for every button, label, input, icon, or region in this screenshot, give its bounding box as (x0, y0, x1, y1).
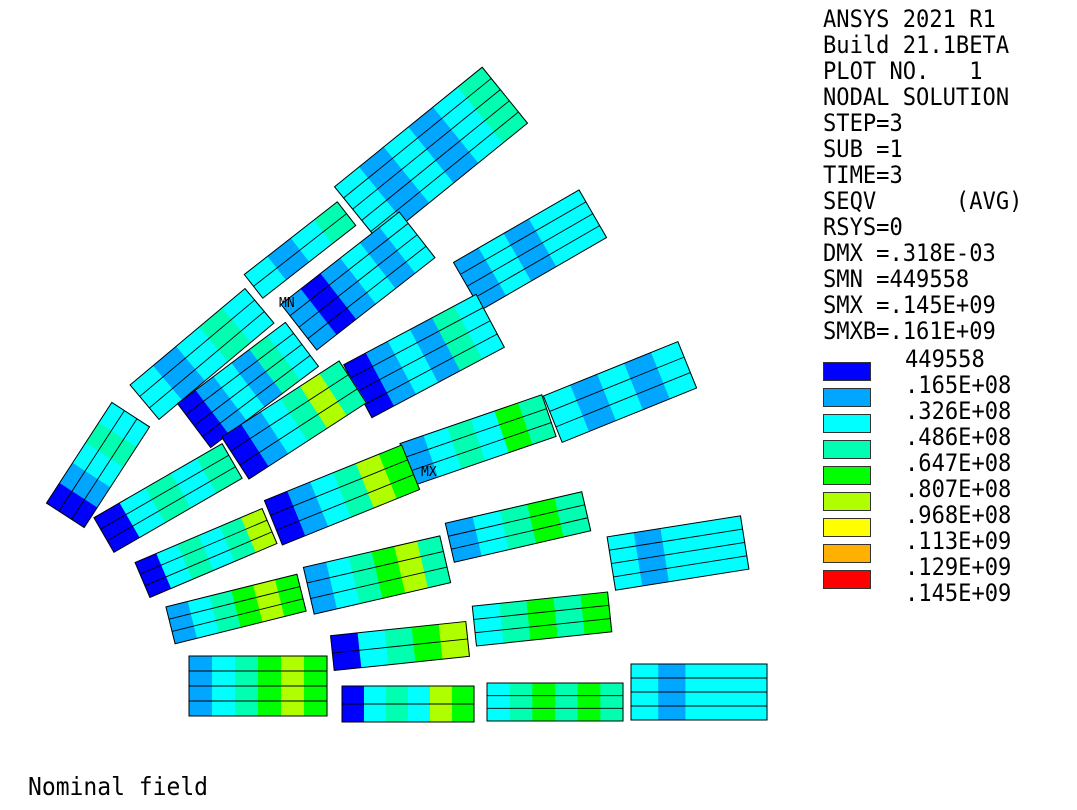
info-line: Build 21.1BETA (823, 31, 1010, 59)
plot-subtitle: Nominal field (28, 772, 209, 801)
coil-block (444, 491, 592, 563)
legend-row: .113E+09 (823, 527, 1063, 563)
legend-value: .165E+08 (905, 371, 1012, 399)
coil-block (333, 66, 529, 244)
info-line: TIME=3 (823, 161, 903, 189)
legend-row: .647E+08 (823, 449, 1063, 485)
coil-block (280, 211, 436, 351)
legend-value: .145E+09 (905, 579, 1012, 607)
coil-block (302, 535, 452, 615)
legend-swatch (823, 492, 871, 511)
legend-row: 449558 (823, 345, 1063, 381)
legend-value: .968E+08 (905, 501, 1012, 529)
legend-row: .486E+08 (823, 423, 1063, 459)
plot-info-panel: ANSYS 2021 R1 Build 21.1BETA PLOT NO. 1 NOD… (823, 6, 1040, 344)
info-line: SMX =.145E+09 (823, 291, 996, 319)
coil-block (243, 201, 357, 299)
legend-value: .807E+08 (905, 475, 1012, 503)
coil-block (542, 341, 698, 443)
legend-row: .968E+08 (823, 501, 1063, 537)
info-line: PLOT NO. 1 (823, 57, 983, 85)
coil-block (134, 507, 278, 599)
legend-swatch (823, 414, 871, 433)
legend-value: 449558 (905, 345, 985, 373)
legend-value: .129E+09 (905, 553, 1012, 581)
coil-block (329, 620, 471, 672)
info-line: SEQV (AVG) (823, 187, 1023, 215)
coil-block (188, 655, 328, 717)
coil-block (606, 515, 750, 591)
legend-value: .326E+08 (905, 397, 1012, 425)
coil-block (45, 401, 151, 529)
legend-value: .647E+08 (905, 449, 1012, 477)
info-line: DMX =.318E-03 (823, 239, 996, 267)
coil-block (486, 682, 624, 722)
legend-swatch (823, 388, 871, 407)
coil-block (341, 685, 475, 723)
max-marker-label: MX (421, 465, 437, 480)
info-line: STEP=3 (823, 109, 903, 137)
legend-row: .129E+09 (823, 553, 1063, 589)
legend-value: .486E+08 (905, 423, 1012, 451)
legend-swatch (823, 440, 871, 459)
min-marker-label: MN (279, 296, 295, 311)
coil-block (220, 360, 368, 480)
legend-swatch (823, 544, 871, 563)
info-line: NODAL SOLUTION (823, 83, 1010, 111)
info-line: ANSYS 2021 R1 (823, 5, 996, 33)
coil-block (176, 321, 320, 449)
legend-swatch (823, 466, 871, 485)
info-line: RSYS=0 (823, 213, 903, 241)
coil-block (129, 287, 275, 421)
info-line: SMXB=.161E+09 (823, 317, 996, 345)
legend-row: .807E+08 (823, 475, 1063, 511)
coil-block (630, 663, 768, 721)
info-line: SUB =1 (823, 135, 903, 163)
coil-block (452, 189, 608, 311)
coil-block (263, 444, 421, 546)
legend-row: .145E+09 (823, 580, 1063, 606)
coil-block (343, 293, 505, 419)
legend-swatch (823, 518, 871, 537)
coil-block (165, 573, 307, 645)
legend-row: .165E+08 (823, 371, 1063, 407)
legend-swatch (823, 570, 871, 589)
coil-block (93, 442, 243, 554)
info-line: SMN =449558 (823, 265, 970, 293)
coil-block (471, 591, 613, 647)
contour-plot: MN MX (45, 66, 768, 723)
legend-value: .113E+09 (905, 527, 1012, 555)
legend-row: .326E+08 (823, 397, 1063, 433)
legend-swatch (823, 362, 871, 381)
